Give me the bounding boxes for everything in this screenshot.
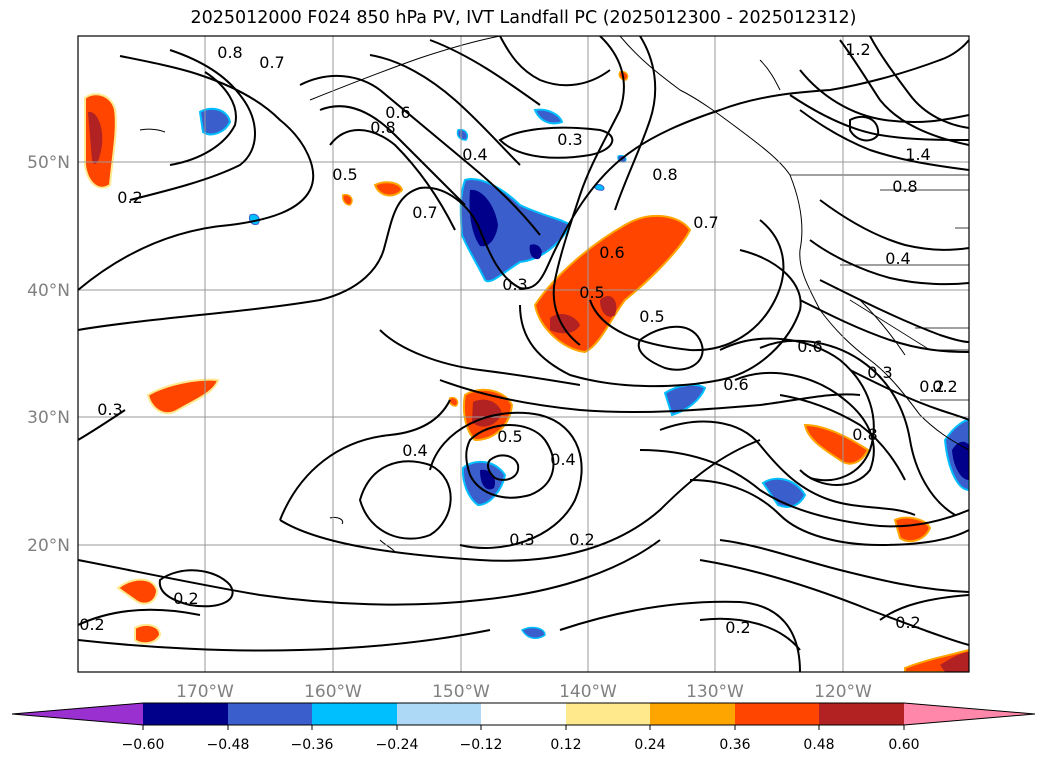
contour-label: 0.4 — [462, 145, 487, 164]
colorbar-extend-max — [904, 703, 1035, 725]
graticule — [78, 36, 969, 672]
lat-tick-label: 20°N — [27, 536, 70, 556]
colorbar-tick-label: 0.60 — [888, 737, 919, 753]
contour-label: 1.2 — [845, 40, 870, 59]
colorbar-tick-label: −0.36 — [291, 737, 334, 753]
contour-label: 1.4 — [905, 145, 930, 164]
colorbar-tick-label: −0.48 — [207, 737, 250, 753]
colorbar-segment — [397, 703, 481, 725]
contour-label: 0.7 — [259, 53, 284, 72]
map-frame — [77, 35, 970, 673]
colorbar-segment — [735, 703, 819, 725]
contour-label: 0.2 — [79, 615, 104, 634]
colorbar-tick-label: 0.24 — [634, 737, 665, 753]
pv-negative-shading — [198, 107, 969, 640]
colorbar-tick-label: −0.60 — [122, 737, 165, 753]
colorbar-segment — [481, 703, 566, 725]
colorbar-tick-label: 0.36 — [719, 737, 750, 753]
contour-label: 0.2 — [932, 377, 957, 396]
lat-tick-label: 30°N — [27, 408, 70, 428]
coastlines — [139, 36, 969, 553]
colorbar-extend-min — [12, 703, 143, 725]
contour-label: 0.2 — [173, 589, 198, 608]
colorbar-tick-label: −0.24 — [376, 737, 419, 753]
latitude-labels: 50°N 40°N 30°N 20°N — [27, 153, 70, 556]
contour-label: 0.6 — [797, 337, 822, 356]
contour-label: 0.5 — [579, 283, 604, 302]
contour-label: 0.3 — [509, 530, 534, 549]
contour-label: 0.8 — [217, 43, 242, 62]
map-background — [78, 36, 969, 672]
contour-label: 0.2 — [895, 613, 920, 632]
contour-label: 0.3 — [97, 400, 122, 419]
colorbar-segment — [312, 703, 397, 725]
contour-label: 0.3 — [557, 130, 582, 149]
contour-label: 0.8 — [852, 425, 877, 444]
longitude-labels: 170°W 160°W 150°W 140°W 130°W 120°W — [176, 682, 872, 702]
contour-label: 0.4 — [402, 441, 427, 460]
colorbar-segment — [819, 703, 904, 725]
contour-label: 0.8 — [892, 177, 917, 196]
contour-label: 0.6 — [385, 103, 410, 122]
contour-label: 0.7 — [412, 203, 437, 222]
contour-label: 0.4 — [885, 249, 910, 268]
lon-tick-label: 130°W — [686, 682, 744, 702]
lat-tick-label: 50°N — [27, 153, 70, 173]
contour-label: 0.5 — [497, 427, 522, 446]
contour-label: 0.2 — [117, 188, 142, 207]
contour-label: 0.4 — [550, 450, 575, 469]
ivt-contours — [78, 36, 969, 672]
plot-title: 2025012000 F024 850 hPa PV, IVT Landfall… — [190, 8, 857, 28]
contour-label: 0.2 — [569, 530, 594, 549]
contour-label: 0.6 — [599, 243, 624, 262]
lon-tick-label: 160°W — [304, 682, 362, 702]
lon-tick-label: 140°W — [559, 682, 617, 702]
contour-label: 0.5 — [332, 165, 357, 184]
colorbar-tick-label: 0.48 — [803, 737, 834, 753]
colorbar-segment — [228, 703, 312, 725]
colorbar-segment — [143, 703, 228, 725]
colorbar-tick-label: −0.12 — [460, 737, 503, 753]
lon-tick-label: 150°W — [432, 682, 490, 702]
contour-label: 0.3 — [867, 363, 892, 382]
colorbar-segment — [566, 703, 650, 725]
colorbar: −0.60 −0.48 −0.36 −0.24 −0.12 0.12 0.24 … — [11, 702, 1036, 753]
lon-tick-label: 120°W — [814, 682, 872, 702]
contour-label: 0.8 — [370, 118, 395, 137]
contour-labels: 0.8 0.7 0.6 0.8 0.5 0.7 0.4 0.3 0.2 0.3 … — [79, 40, 957, 637]
contour-label: 0.6 — [723, 375, 748, 394]
pv-positive-shading — [84, 70, 969, 672]
contour-label: 0.2 — [725, 618, 750, 637]
contour-label: 0.2 — [919, 377, 944, 396]
contour-label: 0.8 — [652, 165, 677, 184]
lat-tick-label: 40°N — [27, 281, 70, 301]
lon-tick-label: 170°W — [176, 682, 234, 702]
colorbar-tick-label: 0.12 — [550, 737, 581, 753]
contour-label: 0.3 — [502, 275, 527, 294]
contour-label: 0.5 — [639, 307, 664, 326]
colorbar-segment — [650, 703, 735, 725]
contour-label: 0.7 — [693, 213, 718, 232]
